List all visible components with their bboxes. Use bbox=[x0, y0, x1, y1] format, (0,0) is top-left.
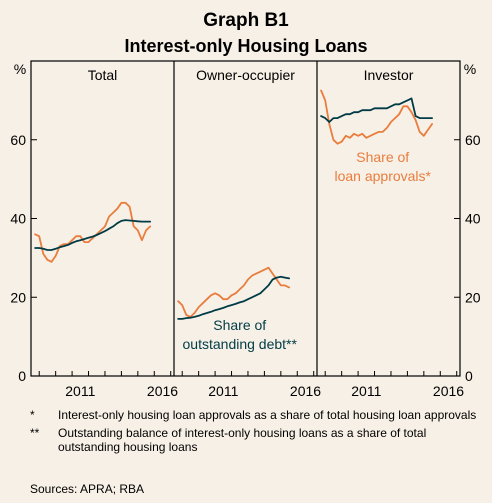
panel-title: Investor bbox=[364, 67, 414, 83]
annotation-approvals: loan approvals* bbox=[334, 168, 431, 184]
x-tick-label: 2016 bbox=[433, 383, 464, 399]
x-tick-label: 2011 bbox=[351, 383, 381, 399]
annotation-outstanding: Share of bbox=[213, 317, 266, 333]
x-tick-label: 2011 bbox=[208, 383, 238, 399]
x-tick-label: 2016 bbox=[290, 383, 321, 399]
x-tick-label: 2011 bbox=[65, 383, 95, 399]
panel-title: Total bbox=[88, 67, 118, 83]
footnotes: * Interest-only housing loan approvals a… bbox=[30, 408, 480, 458]
y-tick-label-left: 20 bbox=[10, 289, 26, 305]
footnote-text: Interest-only housing loan approvals as … bbox=[58, 408, 477, 422]
series-line-outstanding bbox=[177, 275, 290, 320]
footnote-mark: ** bbox=[30, 426, 40, 440]
y-tick-label-right: 40 bbox=[465, 211, 481, 227]
footnote-mark: * bbox=[30, 408, 35, 422]
chart-title: Graph B1 bbox=[203, 10, 289, 31]
y-unit-right: % bbox=[464, 61, 476, 77]
y-tick-label-left: 60 bbox=[10, 132, 26, 148]
y-tick-label-right: 60 bbox=[465, 132, 481, 148]
y-tick-label-right: 0 bbox=[465, 368, 473, 384]
footnote-1: * Interest-only housing loan approvals a… bbox=[30, 408, 480, 422]
plot-area: 0 0 20 20 40 40 60 60 Total 2011 2016 Owner-occupie… bbox=[10, 60, 481, 399]
annotation-outstanding: outstanding debt** bbox=[183, 336, 298, 352]
annotation-approvals: Share of bbox=[356, 149, 409, 165]
series-line-approvals bbox=[34, 201, 152, 263]
series-line-approvals bbox=[320, 89, 433, 145]
y-tick-label-left: 40 bbox=[10, 211, 26, 227]
series-line-outstanding bbox=[34, 219, 152, 251]
x-tick-label: 2016 bbox=[147, 383, 178, 399]
chart: Graph B1 Interest-only Housing Loans % %… bbox=[10, 10, 481, 399]
y-unit-left: % bbox=[14, 61, 26, 77]
y-tick-label-left: 0 bbox=[18, 368, 26, 384]
footnote-2: ** Outstanding balance of interest-only … bbox=[30, 426, 480, 454]
y-tick-label-right: 20 bbox=[465, 289, 481, 305]
series-line-approvals bbox=[177, 266, 290, 318]
footnote-text: Outstanding balance of interest-only hou… bbox=[58, 426, 427, 454]
series-line-outstanding bbox=[320, 97, 433, 123]
sources: Sources: APRA; RBA bbox=[30, 482, 145, 496]
chart-subtitle: Interest-only Housing Loans bbox=[124, 36, 367, 56]
panel-title: Owner-occupier bbox=[196, 67, 295, 83]
